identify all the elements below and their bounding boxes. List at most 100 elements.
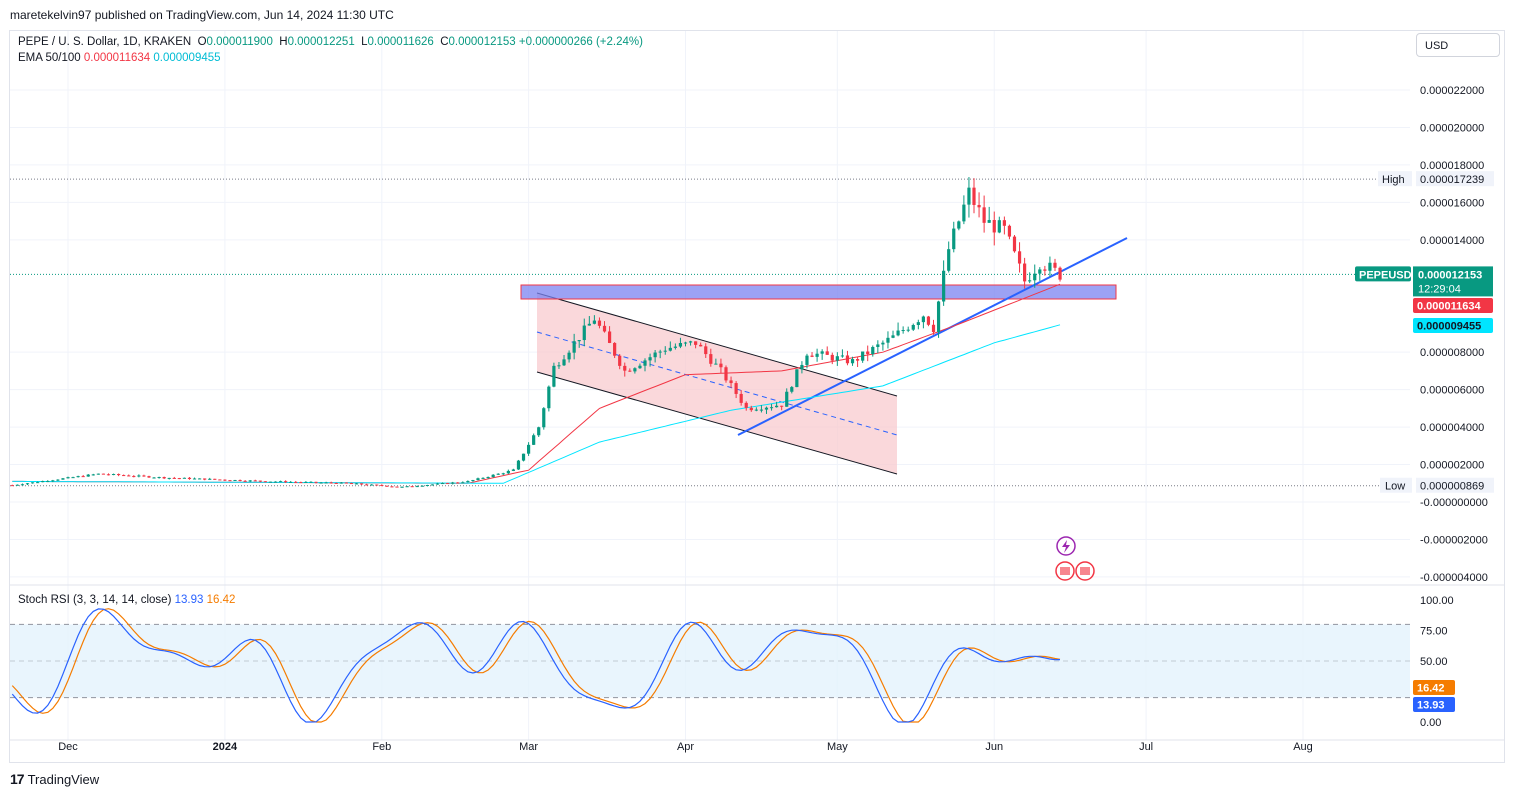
candle-body: [850, 359, 855, 364]
ema50-line: [12, 283, 1061, 484]
low-label: L: [361, 36, 368, 48]
candle-body: [273, 481, 278, 483]
candle-body: [936, 301, 941, 333]
candle-body: [167, 477, 171, 479]
footer-brand[interactable]: 17 TradingView: [10, 771, 99, 787]
high-tag-bg: [1378, 171, 1412, 187]
candle-body: [451, 482, 455, 484]
candle-body: [668, 347, 672, 351]
candle-body: [648, 357, 652, 361]
candle-body: [147, 476, 151, 478]
candle-body: [309, 481, 313, 483]
candle-body: [587, 323, 591, 326]
candle-body: [51, 480, 55, 482]
low-value: 0.000000869: [1420, 481, 1484, 493]
event-icons: [1055, 536, 1095, 581]
candle-body: [582, 325, 586, 341]
candle-body: [532, 435, 536, 445]
candle-body: [987, 219, 991, 223]
price-tick-label: 0.000018000: [1420, 160, 1484, 172]
candle-body: [719, 363, 723, 368]
stoch-band: [10, 623, 1410, 699]
stoch-legend: Stoch RSI (3, 3, 14, 14, close) 13.93 16…: [18, 594, 235, 606]
candle-body: [370, 484, 374, 486]
candle-body: [127, 475, 131, 477]
candle-body: [967, 187, 971, 205]
candle-body: [921, 316, 925, 323]
candle-body: [238, 479, 242, 481]
candle-body: [456, 482, 460, 484]
candle-body: [906, 329, 910, 331]
tradingview-logo-icon: 17: [10, 771, 25, 787]
candle-body: [861, 351, 865, 361]
price-axis: 0.000022000 0.000020000 0.000018000 0.00001…: [1420, 85, 1488, 729]
lightning-bolt-icon: [1062, 540, 1070, 553]
candle-body: [142, 475, 146, 477]
symbol-label: PEPE / U. S. Dollar, 1D, KRAKEN: [18, 36, 192, 48]
candle-body: [749, 407, 753, 411]
stoch-fill: [10, 624, 1410, 698]
candle-body: [1033, 273, 1037, 281]
candle-body: [111, 474, 116, 476]
candle-body: [359, 483, 364, 485]
low-tag: Low: [1385, 481, 1405, 493]
stoch-d-tag: 16.42: [1417, 683, 1445, 695]
candle-body: [871, 346, 875, 355]
candle-body: [744, 402, 748, 408]
candle-body: [218, 479, 222, 481]
candle-body: [542, 408, 546, 428]
candle-body: [223, 479, 227, 481]
candle-body: [501, 473, 505, 475]
candle-body: [805, 355, 809, 365]
price-tick-label: -0.000002000: [1420, 534, 1488, 546]
candle-body: [769, 407, 774, 409]
symbol-tag: PEPEUSD: [1359, 269, 1412, 281]
close-label: C: [440, 36, 449, 48]
candle-body: [385, 485, 389, 487]
time-tick-label: 2024: [213, 741, 238, 753]
candle-body: [916, 322, 920, 325]
candle-body: [754, 409, 758, 411]
candle-body: [931, 324, 936, 333]
symbol-tag-bg: [1355, 266, 1411, 282]
stoch-tick-label: 75.00: [1420, 626, 1448, 638]
drawings: [520, 237, 1128, 475]
brand-name: TradingView: [27, 771, 100, 787]
high-value: 0.000012251: [287, 36, 355, 48]
stoch-d-tag-bg: [1413, 680, 1455, 695]
candle-body: [688, 341, 693, 343]
candle-body: [1023, 263, 1027, 282]
candle-body: [521, 453, 526, 461]
stoch-k-tag: 13.93: [1417, 700, 1445, 712]
candle-body: [86, 474, 90, 477]
currency-button[interactable]: USD: [1416, 33, 1500, 57]
candle-body: [602, 325, 607, 332]
candle-body: [835, 356, 839, 361]
candle-body: [137, 475, 141, 477]
candle-body: [800, 364, 804, 370]
candle-body: [982, 207, 986, 223]
candle-body: [1053, 262, 1057, 268]
candle-body: [663, 350, 667, 352]
candle-body: [324, 482, 328, 484]
ema100-line: [12, 324, 1061, 484]
candle-body: [785, 391, 789, 407]
candle-body: [132, 476, 136, 478]
candle-body: [152, 477, 156, 479]
candle-body: [491, 474, 495, 477]
high-value: 0.000017239: [1420, 174, 1484, 186]
ema-lines: [12, 283, 1061, 484]
candle-body: [157, 477, 161, 479]
stoch-label: Stoch RSI (3, 3, 14, 14, close): [18, 594, 172, 606]
price-tick-label: 0.000014000: [1420, 235, 1484, 247]
candle-body: [775, 405, 779, 408]
candle-body: [30, 482, 35, 484]
candle-body: [81, 476, 85, 478]
candle-body: [511, 469, 516, 471]
price-tick-label: -0.000004000: [1420, 572, 1488, 584]
candle-body: [633, 368, 637, 372]
candle-body: [76, 476, 80, 478]
candle-body: [840, 355, 845, 357]
candle-body: [61, 478, 65, 480]
